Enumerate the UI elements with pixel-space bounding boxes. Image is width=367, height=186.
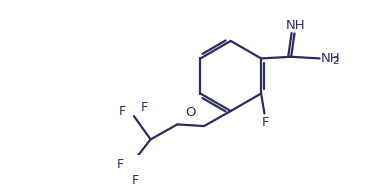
Text: F: F (119, 105, 126, 118)
Text: F: F (132, 174, 139, 186)
Text: NH: NH (286, 19, 305, 32)
Text: F: F (262, 116, 269, 129)
Text: F: F (117, 158, 124, 171)
Text: NH: NH (321, 52, 341, 65)
Text: O: O (185, 105, 196, 118)
Text: F: F (140, 101, 148, 114)
Text: 2: 2 (332, 56, 339, 66)
